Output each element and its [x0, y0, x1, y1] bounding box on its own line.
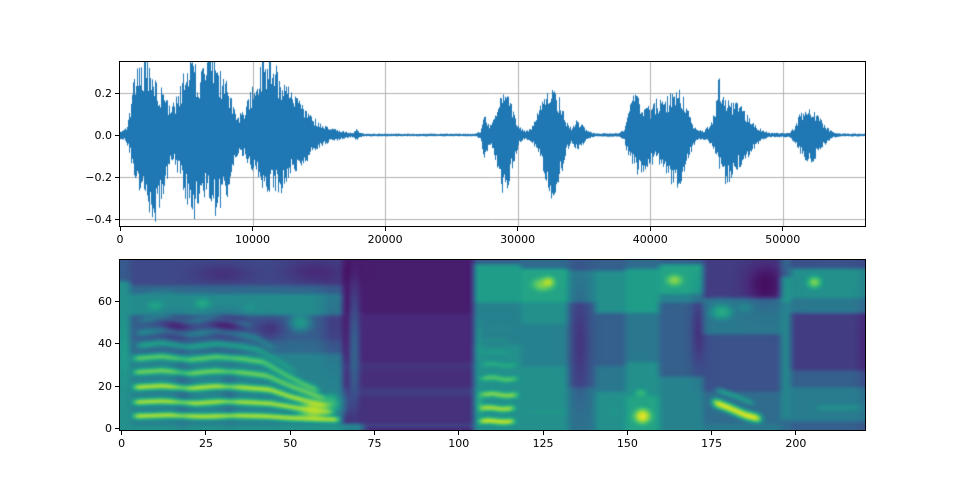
spectrogram-x-tick	[711, 431, 713, 435]
waveform-y-tick	[115, 134, 119, 136]
spectrogram-axes	[119, 259, 866, 431]
waveform-y-tick	[115, 92, 119, 94]
spectrogram-x-tick-label: 0	[118, 437, 126, 450]
waveform-y-tick-label: −0.4	[85, 212, 112, 226]
spectrogram-x-tick-label: 25	[198, 437, 213, 450]
waveform-y-tick-label: −0.2	[85, 170, 112, 184]
spectrogram-x-tick	[795, 431, 797, 435]
waveform-y-tick-label: 0.0	[94, 128, 113, 142]
spectrogram-y-tick-label: 20	[98, 379, 112, 393]
spectrogram-y-tick-label: 60	[98, 294, 112, 308]
waveform-x-tick-label: 50000	[765, 233, 801, 246]
spectrogram-y-tick-label: 40	[98, 337, 112, 351]
spectrogram-x-tick	[458, 431, 460, 435]
waveform-x-tick-label: 10000	[235, 233, 271, 246]
waveform-x-tick-label: 0	[116, 233, 124, 246]
spectrogram-y-tick	[115, 343, 119, 345]
spectrogram-x-tick-label: 100	[448, 437, 470, 450]
spectrogram-x-tick-label: 175	[701, 437, 723, 450]
waveform-axes	[119, 61, 866, 227]
spectrogram-x-tick	[626, 431, 628, 435]
waveform-y-tick	[115, 176, 119, 178]
spectrogram-y-tick	[115, 385, 119, 387]
spectrogram-x-tick	[374, 431, 375, 435]
spectrogram-x-tick-label: 125	[532, 437, 554, 450]
spectrogram-x-tick	[121, 431, 123, 435]
waveform-x-tick-label: 40000	[632, 233, 668, 246]
spectrogram-x-tick	[542, 431, 544, 435]
spectrogram-x-tick	[289, 431, 291, 435]
spectrogram-y-tick	[115, 428, 119, 430]
spectrogram-x-tick-label: 200	[785, 437, 807, 450]
waveform-x-tick-label: 20000	[367, 233, 403, 246]
waveform-y-tick	[115, 218, 119, 220]
spectrogram-x-tick-label: 50	[283, 437, 298, 450]
waveform-x-tick	[384, 227, 386, 231]
spectrogram-x-tick-label: 75	[367, 437, 382, 450]
spectrogram-y-tick	[115, 300, 119, 302]
waveform-x-tick	[119, 227, 121, 231]
waveform-x-tick	[252, 227, 254, 231]
waveform-plot-canvas	[120, 62, 865, 226]
spectrogram-image-canvas	[120, 260, 865, 430]
waveform-x-tick	[782, 227, 784, 231]
waveform-x-tick-label: 30000	[500, 233, 536, 246]
waveform-x-tick	[517, 227, 519, 231]
spectrogram-x-tick	[205, 431, 207, 435]
spectrogram-y-tick-label: 0	[105, 422, 112, 436]
spectrogram-x-tick-label: 150	[616, 437, 638, 450]
waveform-y-tick-label: 0.2	[94, 86, 113, 100]
waveform-x-tick	[649, 227, 651, 231]
